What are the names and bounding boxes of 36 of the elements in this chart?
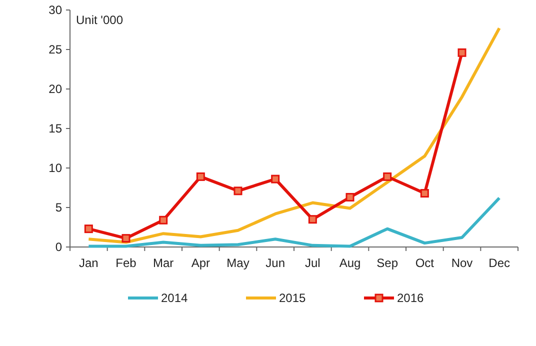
legend-label: 2015 xyxy=(279,291,306,306)
point xyxy=(271,174,280,184)
point xyxy=(458,48,466,57)
x-tick-label: Nov xyxy=(451,256,473,270)
x-tick-label: Oct xyxy=(415,256,435,270)
y-tick-label: 10 xyxy=(48,161,62,176)
line-series xyxy=(87,196,501,248)
legend-label: 2016 xyxy=(397,291,424,306)
x-tick-label: Jul xyxy=(304,256,320,270)
y-tick-label: 15 xyxy=(48,122,62,136)
legend-label: 2014 xyxy=(161,291,188,306)
y-tick-label: 25 xyxy=(48,42,62,57)
point xyxy=(122,234,130,243)
point xyxy=(159,216,168,224)
x-tick-label: Jan xyxy=(78,256,98,270)
x-tick-label: Jun xyxy=(266,256,286,270)
y-tick-label: 30 xyxy=(48,3,62,18)
line-series xyxy=(87,26,501,244)
point xyxy=(383,172,392,181)
x-tick-label: Mar xyxy=(152,256,174,270)
x-tick-label: Dec xyxy=(488,256,510,270)
y-tick-label: 5 xyxy=(55,200,62,215)
x-tick-label: Apr xyxy=(191,256,210,270)
point xyxy=(234,186,242,196)
x-tick-label: Aug xyxy=(339,256,361,270)
y-axis-title: Unit '000 xyxy=(76,13,124,27)
point xyxy=(346,192,354,202)
point xyxy=(420,189,429,198)
point xyxy=(84,224,93,234)
x-tick-label: Feb xyxy=(116,256,137,270)
x-tick-label: Sep xyxy=(376,256,398,270)
y-tick-label: 0 xyxy=(55,240,62,254)
y-tick-label: 20 xyxy=(48,82,62,96)
point xyxy=(196,172,205,181)
point xyxy=(308,215,317,224)
x-tick-label: May xyxy=(226,256,250,270)
